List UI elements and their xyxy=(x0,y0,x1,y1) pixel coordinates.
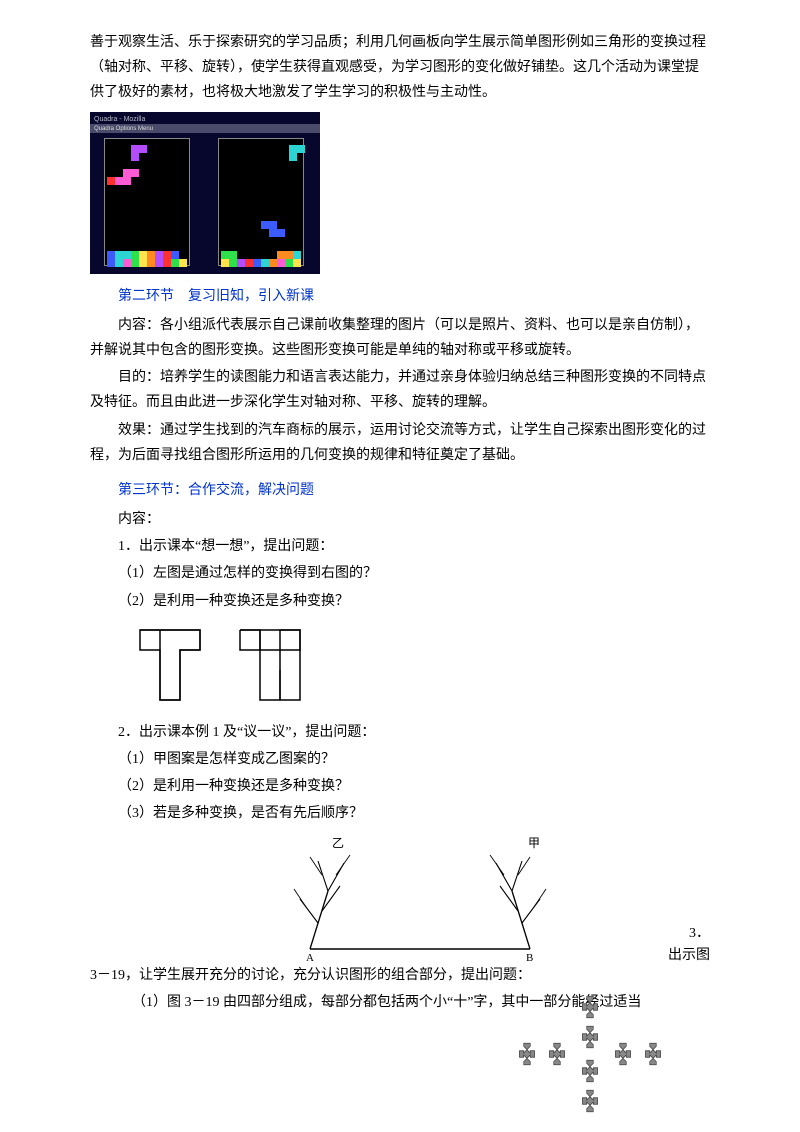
cross-icon xyxy=(640,1041,666,1067)
tree-label-a: A xyxy=(306,952,314,961)
tree-label-b: B xyxy=(526,952,533,961)
section3-q1a: （1）左图是通过怎样的变换得到右图的？ xyxy=(90,561,710,586)
tree-label-jia: 甲 xyxy=(528,836,540,850)
section2-title: 第二环节 复习旧知，引入新课 xyxy=(90,284,710,309)
tree-side-1: 3． xyxy=(630,923,710,945)
cross-icon xyxy=(544,1041,570,1067)
intro-paragraph: 善于观察生活、乐于探索研究的学习品质；利用几何画板向学生展示简单图形例如三角形的… xyxy=(90,30,710,106)
tree-side-2: 出示图 xyxy=(630,945,710,967)
cross-icon xyxy=(514,1041,540,1067)
section2-p2: 目的：培养学生的读图能力和语言表达能力，并通过亲身体验归纳总结三种图形变换的不同… xyxy=(90,365,710,415)
tree-diagram: 乙 甲 A B xyxy=(270,831,580,961)
cross-icon xyxy=(577,1024,603,1050)
section3-q1b: （2）是利用一种变换还是多种变换？ xyxy=(90,589,710,614)
tree-side-text: 3． 出示图 xyxy=(630,923,710,968)
section3-q2: 2．出示课本例 1 及“议一议”，提出问题： xyxy=(90,720,710,745)
section3-q2b: （2）是利用一种变换还是多种变换？ xyxy=(90,774,710,799)
cross-icon xyxy=(577,1058,603,1084)
tail-p1: 3－19，让学生展开充分的讨论，充分认识图形的组合部分，提出问题： xyxy=(90,963,710,988)
section2-p1: 内容：各小组派代表展示自己课前收集整理的图片（可以是照片、资料、也可以是亲自仿制… xyxy=(90,313,710,363)
section3-content-label: 内容： xyxy=(90,507,710,532)
cross-icon xyxy=(577,1088,603,1114)
section3-q1: 1．出示课本“想一想”，提出问题： xyxy=(90,534,710,559)
tree-diagram-container: 乙 甲 A B 3． 出示图 xyxy=(90,831,710,961)
tetris-right-well xyxy=(218,138,304,266)
section3-title: 第三环节：合作交流，解决问题 xyxy=(90,478,710,503)
tetris-screenshot: Quadra - Mozilla Quadra Options Menu xyxy=(90,112,320,274)
tetris-left-well xyxy=(104,138,190,266)
tree-label-yi: 乙 xyxy=(332,836,344,850)
cross-icon xyxy=(610,1041,636,1067)
section3-q2c: （3）若是多种变换，是否有先后顺序？ xyxy=(90,801,710,826)
section2-p3: 效果：通过学生找到的汽车商标的展示，运用讨论交流等方式，让学生自己探索出图形变化… xyxy=(90,418,710,468)
cross-pattern xyxy=(490,994,690,1114)
seven-shape-diagram xyxy=(130,620,330,710)
cross-icon xyxy=(577,994,603,1020)
tetris-menu-bar: Quadra Options Menu xyxy=(90,124,320,133)
section3-q2a: （1）甲图案是怎样变成乙图案的？ xyxy=(90,747,710,772)
